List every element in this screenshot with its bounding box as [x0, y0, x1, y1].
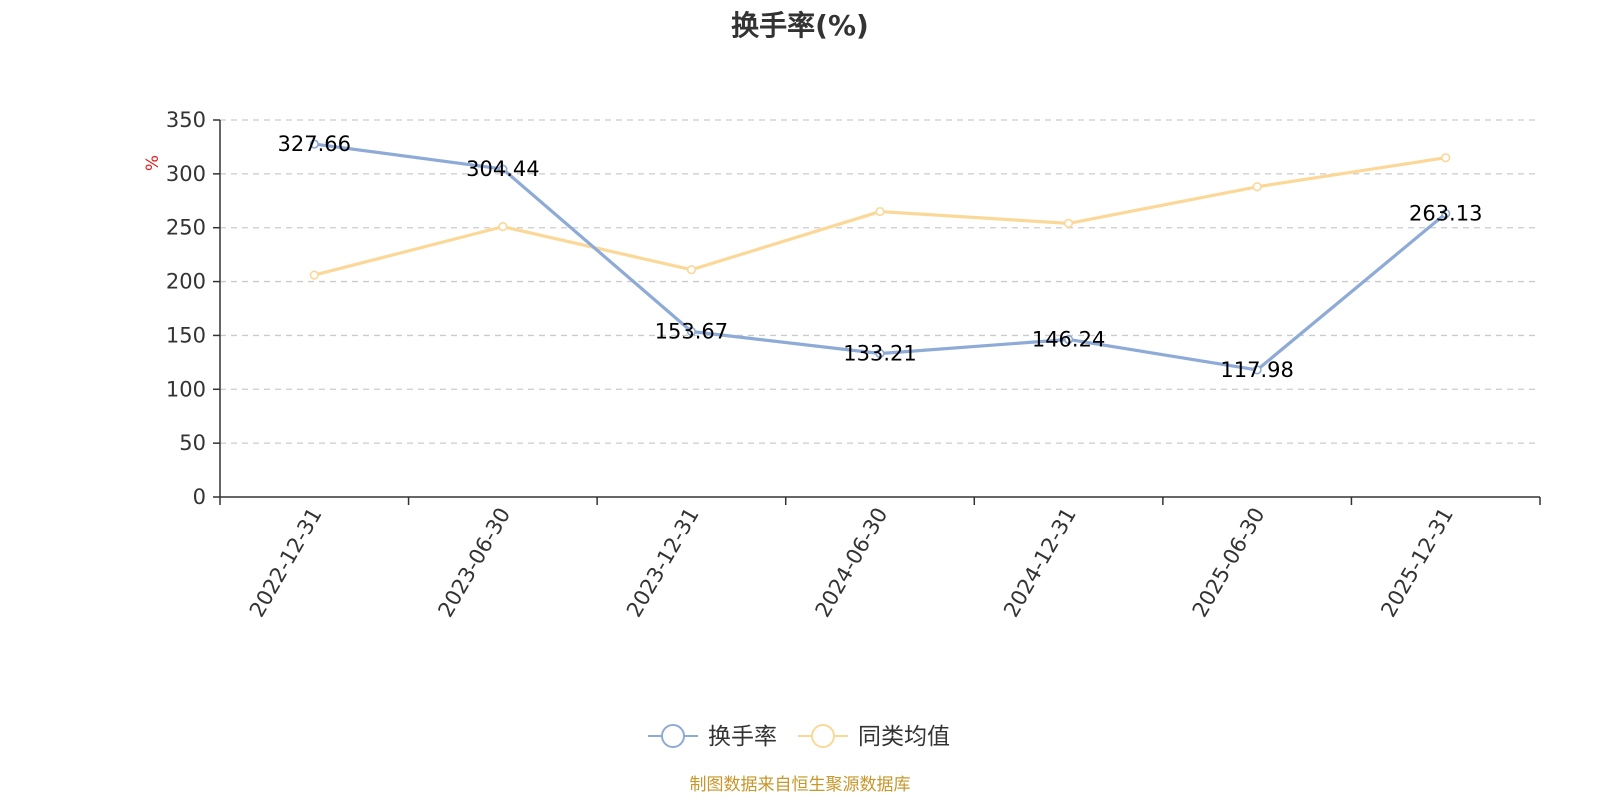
source-note: 制图数据来自恒生聚源数据库 — [689, 775, 911, 795]
data-point-0 — [309, 139, 319, 149]
legend-marker-0 — [661, 724, 685, 748]
data-label: 263.13 — [1409, 202, 1482, 226]
y-tick-label: 50 — [179, 431, 206, 455]
x-tick-label: 2024-06-30 — [811, 504, 893, 622]
legend-marker-1 — [811, 724, 835, 748]
y-tick-label: 250 — [166, 216, 206, 240]
data-label: 133.21 — [843, 342, 916, 366]
series-layer — [309, 139, 1451, 375]
data-point-1 — [1441, 153, 1451, 163]
x-tick-label: 2023-06-30 — [433, 504, 515, 622]
y-tick-label: 350 — [166, 108, 206, 132]
y-tick-label: 100 — [166, 377, 206, 401]
data-point-1 — [686, 265, 697, 275]
legend[interactable]: 换手率 同类均值 — [648, 724, 950, 750]
data-point-1 — [498, 222, 508, 232]
y-axis-unit-label: % — [143, 155, 163, 171]
data-label: 327.66 — [278, 132, 351, 156]
data-point-1 — [1063, 218, 1074, 229]
x-tick-label: 2024-12-31 — [999, 504, 1081, 622]
legend-label: 换手率 — [708, 724, 777, 750]
grid-layer — [220, 119, 1540, 444]
data-label: 146.24 — [1032, 327, 1105, 351]
y-tick-label: 150 — [166, 323, 206, 347]
y-tick-label: 0 — [193, 485, 206, 509]
chart-title: 换手率(%) — [731, 9, 869, 42]
y-tick-label: 200 — [166, 270, 206, 294]
data-point-0 — [498, 164, 508, 174]
data-point-1 — [309, 270, 319, 280]
data-label: 117.98 — [1220, 358, 1293, 382]
data-point-0 — [686, 326, 697, 337]
data-label-layer: 327.66 304.44 153.67 133.21 146.24 117.98 263.… — [278, 132, 1483, 382]
data-label: 153.67 — [655, 319, 728, 343]
x-tick-label: 2025-06-30 — [1188, 504, 1270, 622]
data-point-1 — [1252, 182, 1262, 192]
data-point-1 — [875, 206, 885, 217]
x-tick-label: 2025-12-31 — [1376, 504, 1458, 622]
legend-label: 同类均值 — [858, 724, 950, 750]
data-point-0 — [1441, 208, 1451, 219]
data-label: 304.44 — [466, 157, 539, 181]
data-point-0 — [1063, 334, 1074, 345]
y-tick-label: 300 — [166, 162, 206, 186]
data-point-0 — [1252, 365, 1262, 375]
data-point-0 — [875, 348, 885, 359]
x-tick-label: 2022-12-31 — [245, 504, 327, 622]
x-tick-label: 2023-12-31 — [622, 504, 704, 622]
